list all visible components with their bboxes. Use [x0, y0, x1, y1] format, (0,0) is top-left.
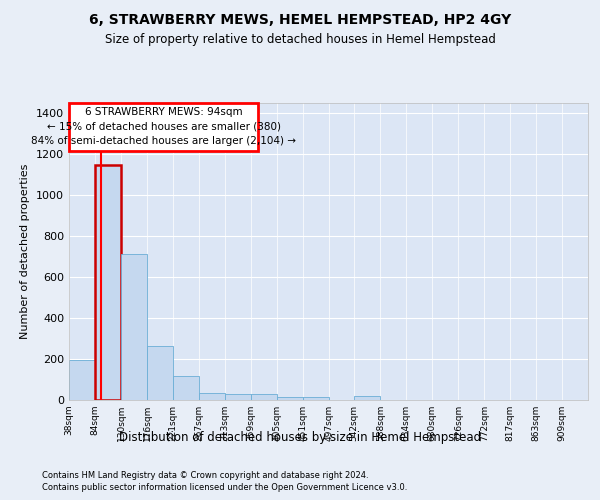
Text: Contains public sector information licensed under the Open Government Licence v3: Contains public sector information licen…	[42, 483, 407, 492]
Text: Size of property relative to detached houses in Hemel Hempstead: Size of property relative to detached ho…	[104, 32, 496, 46]
Text: ← 15% of detached houses are smaller (380): ← 15% of detached houses are smaller (38…	[47, 122, 281, 132]
Bar	[277, 397, 303, 400]
Text: Distribution of detached houses by size in Hemel Hempstead: Distribution of detached houses by size …	[119, 431, 481, 444]
Bar	[69, 360, 95, 400]
Text: Contains HM Land Registry data © Crown copyright and database right 2024.: Contains HM Land Registry data © Crown c…	[42, 472, 368, 480]
Bar	[251, 394, 277, 400]
Text: 6 STRAWBERRY MEWS: 94sqm: 6 STRAWBERRY MEWS: 94sqm	[85, 107, 242, 117]
Text: 84% of semi-detached houses are larger (2,104) →: 84% of semi-detached houses are larger (…	[31, 136, 296, 146]
Text: 6, STRAWBERRY MEWS, HEMEL HEMPSTEAD, HP2 4GY: 6, STRAWBERRY MEWS, HEMEL HEMPSTEAD, HP2…	[89, 12, 511, 26]
Bar	[95, 165, 121, 400]
Y-axis label: Number of detached properties: Number of detached properties	[20, 164, 31, 339]
Bar	[224, 394, 251, 400]
Bar	[173, 376, 199, 400]
FancyBboxPatch shape	[69, 102, 259, 150]
Bar	[147, 346, 173, 400]
Bar	[121, 254, 147, 400]
Bar	[199, 393, 224, 400]
Bar	[354, 396, 380, 400]
Bar	[303, 397, 329, 400]
